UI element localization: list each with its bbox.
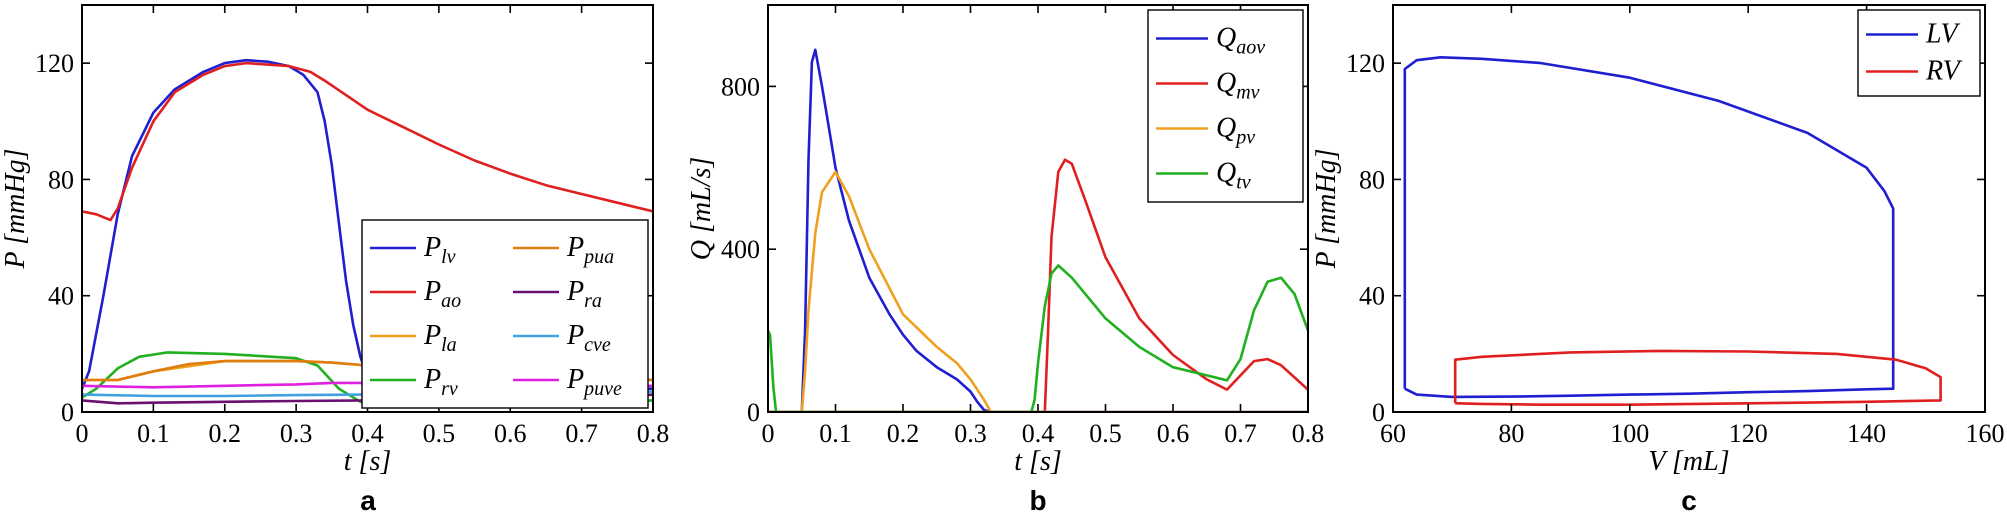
series-group <box>768 48 1308 412</box>
series-line-q-tv <box>768 264 1308 412</box>
x-tick-label: 0.5 <box>423 419 456 448</box>
legend-item-q-tv: Qtv <box>1156 158 1251 194</box>
panel-letter: a <box>360 485 376 516</box>
legend-label: Qpv <box>1216 113 1255 149</box>
legend-label: Qmv <box>1216 68 1260 104</box>
y-tick-label: 80 <box>1359 165 1385 194</box>
legend-box <box>1857 9 1981 97</box>
legend-item-p-pua: Ppua <box>513 232 614 268</box>
series-group <box>1403 56 1942 406</box>
x-tick-label: 0.7 <box>565 419 598 448</box>
y-tick-label: 80 <box>48 165 74 194</box>
x-tick-label: 0.5 <box>1089 419 1122 448</box>
plot-frame <box>1392 4 1986 413</box>
legend-label: Ppua <box>566 232 614 268</box>
x-tick-label: 0.8 <box>1292 419 1325 448</box>
series-line-q-pv <box>768 170 1308 412</box>
x-tick-label: 0.2 <box>887 419 920 448</box>
series-line-q-aov <box>768 48 1308 412</box>
legend-label: Qaov <box>1216 23 1265 59</box>
x-tick-label: 140 <box>1847 419 1886 448</box>
series-line-rv <box>1453 349 1942 406</box>
x-tick-label: 0.7 <box>1224 419 1257 448</box>
x-tick-label: 80 <box>1498 419 1524 448</box>
y-axis-label: P [mmHg] <box>1311 148 1342 269</box>
x-tick-label: 0.6 <box>1157 419 1190 448</box>
legend-label: Prv <box>423 364 458 400</box>
legend: Qaov Qmv Qpv Qtv <box>1147 9 1304 203</box>
legend-item-p-rv: Prv <box>370 364 458 400</box>
x-tick-label: 0.4 <box>1022 419 1055 448</box>
legend: Plv Pao Pla Prv Ppua Pra Pcve Ppuve <box>361 219 649 409</box>
x-axis-label: t [s] <box>1014 446 1061 477</box>
x-tick-label: 0.8 <box>637 419 670 448</box>
legend-label: RV <box>1925 56 1963 87</box>
legend-label: LV <box>1925 19 1961 50</box>
y-tick-label: 0 <box>1372 398 1385 427</box>
x-tick-label: 0.3 <box>280 419 313 448</box>
legend-item-rv: RV <box>1866 56 1963 87</box>
legend-item-q-aov: Qaov <box>1156 23 1265 59</box>
x-tick-label: 120 <box>1729 419 1768 448</box>
x-tick-label: 0.4 <box>351 419 384 448</box>
x-tick-label: 160 <box>1966 419 2005 448</box>
x-tick-label: 0.1 <box>819 419 852 448</box>
x-tick-label: 100 <box>1610 419 1649 448</box>
y-tick-label: 40 <box>48 282 74 311</box>
y-tick-label: 120 <box>35 49 74 78</box>
legend-box <box>361 219 649 409</box>
legend-item-q-pv: Qpv <box>1156 113 1255 149</box>
legend-label: Pao <box>423 276 461 312</box>
legend-label: Plv <box>423 232 456 268</box>
legend-label: Pla <box>423 320 457 356</box>
legend-item-lv: LV <box>1866 19 1961 50</box>
legend-item-p-ao: Pao <box>370 276 461 312</box>
x-tick-label: 0.2 <box>209 419 242 448</box>
x-tick-label: 60 <box>1380 419 1406 448</box>
y-axis-label: Q [mL/s] <box>686 157 717 260</box>
legend-item-p-cve: Pcve <box>513 320 611 356</box>
y-tick-label: 800 <box>721 72 760 101</box>
legend-box <box>1147 9 1304 203</box>
legend-label: Ppuve <box>566 364 622 400</box>
legend-label: Qtv <box>1216 158 1251 194</box>
x-tick-label: 0.1 <box>137 419 170 448</box>
series-line-lv <box>1403 56 1895 399</box>
legend: LV RV <box>1857 9 1981 97</box>
chart-panel-b: 0 0.1 0.2 0.3 0.4 0.5 0.6 0.7 0.8 0 400 800 t [s] Q [… <box>686 4 1325 516</box>
legend-item-p-puve: Ppuve <box>513 364 622 400</box>
panel-letter: c <box>1681 485 1697 516</box>
y-tick-label: 120 <box>1346 49 1385 78</box>
x-axis-label: V [mL] <box>1648 446 1729 477</box>
y-tick-label: 0 <box>61 398 74 427</box>
legend-item-p-lv: Plv <box>370 232 456 268</box>
x-tick-label: 0.6 <box>494 419 527 448</box>
chart-panel-a: 0 0.1 0.2 0.3 0.4 0.5 0.6 0.7 0.8 0 40 80 120 t [s] P … <box>0 4 670 516</box>
legend-item-p-ra: Pra <box>513 276 602 312</box>
legend-label: Pra <box>566 276 602 312</box>
y-tick-label: 400 <box>721 235 760 264</box>
series-line-p-ao <box>82 61 653 222</box>
legend-label: Pcve <box>566 320 611 356</box>
series-line-q-mv <box>768 158 1308 412</box>
x-axis-label: t [s] <box>344 446 391 477</box>
x-tick-label: 0 <box>76 419 89 448</box>
x-tick-label: 0 <box>762 419 775 448</box>
y-axis-label: P [mmHg] <box>0 148 31 269</box>
y-tick-label: 40 <box>1359 282 1385 311</box>
x-tick-label: 0.3 <box>954 419 987 448</box>
y-tick-label: 0 <box>747 398 760 427</box>
legend-item-q-mv: Qmv <box>1156 68 1260 104</box>
legend-item-p-la: Pla <box>370 320 457 356</box>
panel-letter: b <box>1029 485 1046 516</box>
